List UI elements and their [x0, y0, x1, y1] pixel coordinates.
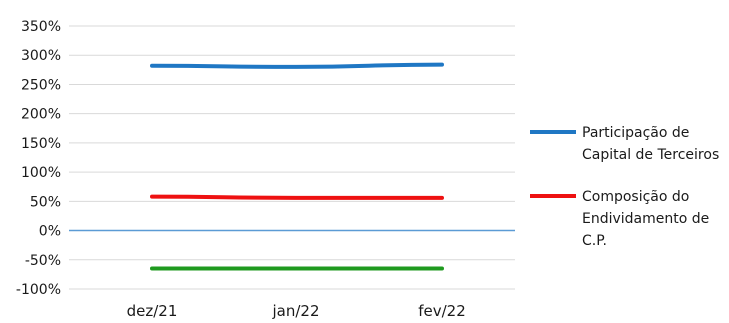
- legend-label: Capital de Terceiros: [582, 147, 719, 163]
- y-tick-label: 300%: [21, 48, 61, 64]
- legend-label: Participação de: [582, 125, 689, 141]
- legend-label: C.P.: [582, 233, 607, 249]
- legend-label: Composição do: [582, 189, 689, 205]
- y-tick-label: 200%: [21, 107, 61, 123]
- series-line-1: [150, 62, 444, 69]
- y-tick-label: 100%: [21, 165, 61, 181]
- legend-label: Endividamento de: [582, 211, 709, 227]
- y-tick-label: -50%: [25, 253, 61, 269]
- x-axis-tick-labels: dez/21 jan/22 fev/22: [127, 302, 466, 320]
- x-tick-label: dez/21: [127, 302, 178, 320]
- x-tick-label: fev/22: [418, 302, 466, 320]
- y-axis-tick-labels: -100% -50% 0% 50% 100% 150% 200% 250% 300% 350%: [16, 19, 61, 298]
- y-tick-label: 50%: [30, 194, 61, 210]
- series-lines: [150, 62, 444, 271]
- y-tick-label: 250%: [21, 77, 61, 93]
- legend: Participação de Capital de Terceiros Compo…: [530, 125, 719, 249]
- y-tick-label: 0%: [39, 224, 61, 240]
- y-tick-label: -100%: [16, 282, 61, 298]
- y-tick-label: 350%: [21, 19, 61, 35]
- series-line-2: [150, 194, 444, 200]
- gridlines: [69, 25, 515, 290]
- x-tick-label: jan/22: [271, 302, 319, 320]
- y-tick-label: 150%: [21, 136, 61, 152]
